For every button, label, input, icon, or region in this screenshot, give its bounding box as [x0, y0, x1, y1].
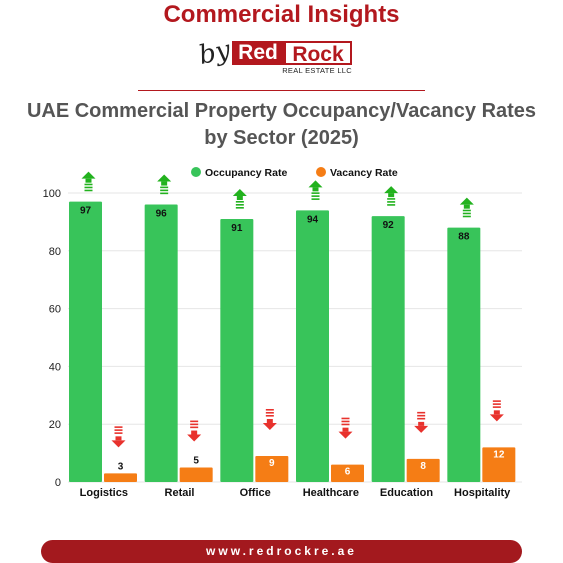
vacancy-value-label: 3 [118, 461, 124, 472]
logo-subtitle: REAL ESTATE LLC [282, 66, 352, 75]
vacancy-bar [482, 447, 516, 482]
vacancy-value-label: 12 [493, 449, 505, 460]
occupancy-value-label: 92 [383, 220, 395, 231]
occupancy-value-label: 96 [156, 209, 168, 220]
occupancy-value-label: 88 [458, 232, 470, 243]
y-tick-label: 100 [43, 188, 61, 200]
legend-label: Vacancy Rate [330, 167, 398, 179]
arrow-up-icon [384, 186, 399, 206]
y-tick-label: 80 [49, 246, 61, 258]
arrow-up-icon [81, 171, 96, 192]
x-axis-categories: Logistics Retail Office Healthcare Education… [80, 487, 511, 499]
x-category-label: Retail [165, 487, 195, 499]
vacancy-value-label: 6 [345, 467, 351, 478]
occupancy-bar [371, 216, 405, 482]
arrow-down-icon [414, 411, 429, 433]
occupancy-bar [447, 227, 481, 482]
x-category-label: Logistics [80, 487, 128, 499]
x-category-label: Office [240, 487, 271, 499]
x-category-label: Hospitality [454, 487, 511, 499]
arrow-down-icon [489, 400, 504, 422]
occupancy-value-label: 97 [80, 206, 92, 217]
legend-label: Occupancy Rate [205, 167, 287, 179]
arrow-up-icon [308, 180, 323, 200]
arrow-down-icon [187, 420, 202, 442]
chart-title: UAE Commercial Property Occupancy/Vacanc… [26, 100, 537, 149]
vacancy-value-label: 9 [269, 458, 275, 469]
vacancy-value-label: 8 [420, 461, 426, 472]
arrow-down-icon [111, 426, 126, 448]
occupancy-bar [69, 201, 102, 483]
occupancy-bar [220, 219, 254, 482]
bars [69, 201, 516, 483]
logo-wordmark: Red Rock [232, 41, 352, 66]
y-axis-ticks: 0 20 40 60 80 100 [43, 188, 61, 489]
arrow-down-icon [262, 408, 277, 430]
y-tick-label: 60 [49, 304, 61, 316]
y-tick-label: 40 [49, 361, 61, 373]
logo-dark-part: Rock [284, 41, 352, 66]
y-tick-label: 0 [55, 477, 61, 489]
trend-arrows [81, 171, 504, 448]
vacancy-value-label: 5 [193, 456, 199, 467]
redrock-logo[interactable]: Red Rock REAL ESTATE LLC [232, 41, 352, 75]
header-divider [138, 90, 425, 91]
vacancy-bar [331, 464, 364, 482]
legend-marker [191, 167, 201, 177]
vacancy-bar [255, 455, 289, 482]
arrow-up-icon [157, 174, 172, 195]
brand-title: Commercial Insights [163, 1, 400, 28]
y-tick-label: 20 [49, 419, 61, 431]
arrow-up-icon [232, 189, 247, 209]
vacancy-bar [179, 467, 213, 482]
occupancy-value-label: 94 [307, 214, 319, 225]
occupancy-value-label: 91 [231, 223, 243, 234]
chart-grid [68, 192, 522, 483]
legend-marker [316, 167, 326, 177]
logo-red-part: Red [232, 41, 284, 65]
arrow-down-icon [338, 417, 353, 439]
x-category-label: Healthcare [303, 487, 359, 499]
legend: Occupancy Rate Vacancy Rate [191, 167, 398, 179]
vacancy-bar [406, 458, 440, 482]
arrow-up-icon [459, 197, 474, 218]
website-url-bar[interactable]: www.redrockre.ae [41, 540, 522, 563]
vacancy-bar [104, 473, 137, 482]
occupancy-bar [296, 210, 329, 482]
occupancy-bar [144, 204, 178, 482]
x-category-label: Education [380, 487, 433, 499]
